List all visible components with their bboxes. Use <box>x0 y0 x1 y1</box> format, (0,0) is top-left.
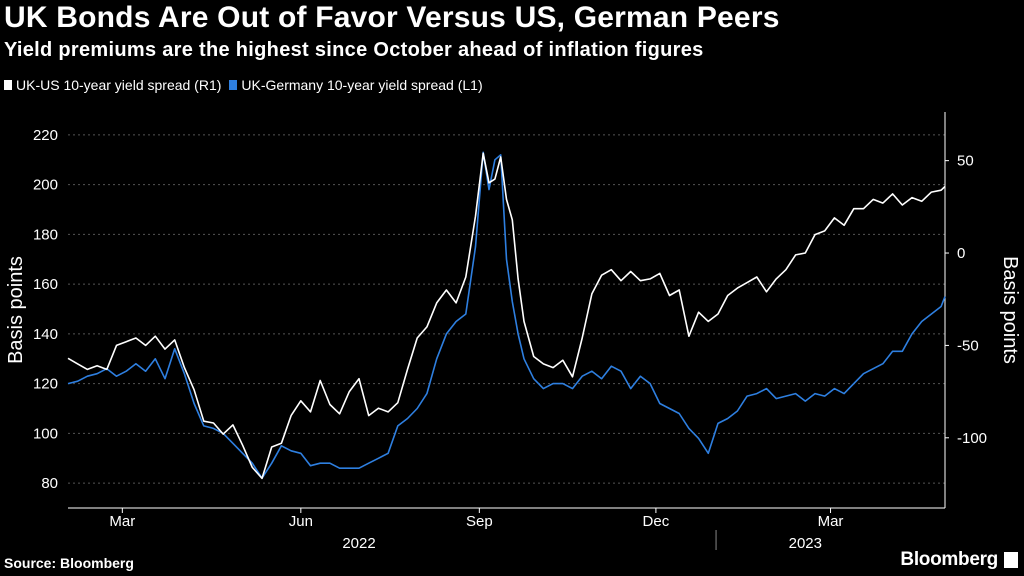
x-tick-label: Dec <box>643 513 670 530</box>
right-tick-label: -50 <box>957 337 979 354</box>
right-tick-label: 50 <box>957 153 974 170</box>
left-axis-label: Basis points <box>5 256 27 364</box>
legend-label-uk-germany: UK-Germany 10-year yield spread (L1) <box>241 77 483 93</box>
right-axis-ticks: -100 -50 0 50 <box>944 112 987 508</box>
right-axis-label: Basis points <box>999 256 1021 364</box>
source-note: Source: Bloomberg <box>4 555 134 571</box>
left-tick-label: 140 <box>33 326 58 343</box>
left-tick-label: 180 <box>33 226 58 243</box>
x-tick-label: Sep <box>466 513 493 530</box>
legend-label-uk-us: UK-US 10-year yield spread (R1) <box>16 77 222 93</box>
x-axis: Mar Jun Sep Dec Mar 2022 2023 <box>68 507 945 552</box>
left-axis-ticks: 80 100 120 140 160 180 200 220 <box>33 127 58 492</box>
left-tick-label: 100 <box>33 425 58 442</box>
chart-title: UK Bonds Are Out of Favor Versus US, Ger… <box>4 1 780 34</box>
x-tick-label: Mar <box>818 513 844 530</box>
left-tick-label: 80 <box>41 475 58 492</box>
bloomberg-mark-icon <box>1004 552 1018 568</box>
left-tick-label: 220 <box>33 127 58 144</box>
bloomberg-logo: Bloomberg <box>900 549 998 570</box>
legend-item-uk-germany: UK-Germany 10-year yield spread (L1) <box>229 77 483 93</box>
right-tick-label: -100 <box>957 430 987 447</box>
legend-swatch-white <box>4 80 12 90</box>
legend-item-uk-us: UK-US 10-year yield spread (R1) <box>4 77 221 93</box>
x-tick-label: Jun <box>289 513 313 530</box>
year-label: 2023 <box>789 535 822 552</box>
left-tick-label: 120 <box>33 376 58 393</box>
left-tick-label: 160 <box>33 276 58 293</box>
left-tick-label: 200 <box>33 177 58 194</box>
legend: UK-US 10-year yield spread (R1) UK-Germa… <box>4 77 491 93</box>
year-label: 2022 <box>342 535 375 552</box>
legend-swatch-blue <box>229 80 238 90</box>
gridlines <box>68 134 945 484</box>
series-line-uk-us <box>67 152 946 480</box>
series-line-uk-germany <box>67 151 946 480</box>
x-tick-label: Mar <box>109 513 135 530</box>
chart-subtitle: Yield premiums are the highest since Oct… <box>4 39 704 61</box>
right-tick-label: 0 <box>957 245 965 262</box>
series-lines <box>67 151 946 480</box>
